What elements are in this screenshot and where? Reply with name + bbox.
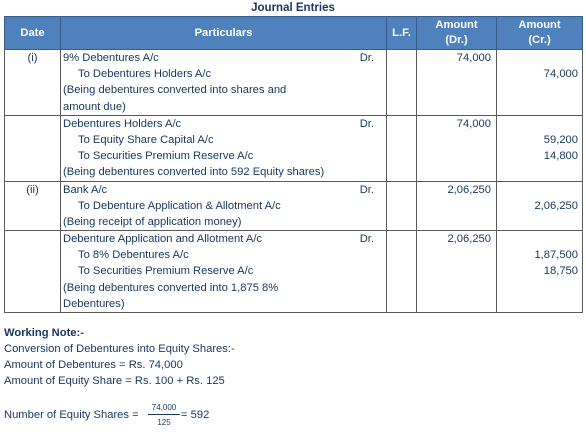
- particulars-line: 9% Debentures A/c: [63, 52, 159, 64]
- amount-dr-cell: 74,000: [416, 49, 497, 116]
- narration-line: amount due): [63, 100, 126, 113]
- amount-cr-value: 2,06,250: [534, 199, 578, 212]
- particulars-cell: Dr. Debenture Application and Allotment …: [60, 230, 387, 313]
- header-amount-cr-line2: (Cr.): [528, 34, 551, 46]
- narration-line: (Being debentures converted into 1,875 8…: [63, 281, 279, 294]
- amount-dr-cell: 2,06,250: [416, 180, 497, 231]
- header-amount-cr-line1: Amount: [518, 19, 561, 31]
- date-value: (i): [27, 52, 38, 64]
- date-cell: (i): [4, 49, 61, 116]
- journal-table: Date Particulars L.F. Amount (Dr.) Amoun…: [4, 16, 583, 313]
- particulars-line: To Debenture Application & Allotment A/c: [78, 199, 281, 212]
- working-note-heading: Working Note:-: [4, 327, 84, 339]
- dr-marker: Dr.: [359, 117, 374, 130]
- particulars-line: Debenture Application and Allotment A/c: [63, 233, 263, 246]
- date-value: (ii): [26, 183, 39, 196]
- header-amount-dr-line2: (Dr.): [445, 34, 468, 46]
- header-amount-dr-line1: Amount: [435, 19, 478, 31]
- journal-entry-row: (i) Dr. 9% Debentures A/c To Debentures …: [4, 49, 583, 116]
- date-value: [5, 231, 60, 247]
- equity-shares-result: = 592: [181, 409, 210, 421]
- journal-entry-row: Dr. Debenture Application and Allotment …: [4, 230, 583, 313]
- amount-dr-value: 2,06,250: [447, 233, 491, 246]
- particulars-line: To Securities Premium Reserve A/c: [78, 265, 254, 278]
- header-amount-dr: Amount (Dr.): [416, 16, 497, 50]
- lf-cell: [386, 49, 417, 116]
- date-cell: [4, 114, 61, 181]
- narration-line: (Being receipt of application money): [63, 215, 242, 228]
- particulars-line: To 8% Debentures A/c: [78, 249, 189, 262]
- amount-cr-value: [497, 231, 582, 247]
- fraction-bar: [148, 414, 180, 415]
- header-date: Date: [4, 16, 61, 50]
- narration-line: Debentures): [63, 297, 125, 310]
- date-cell: (ii): [4, 180, 61, 231]
- particulars-line: To Debentures Holders A/c: [78, 68, 212, 81]
- narration-line: (Being debentures converted into shares …: [63, 84, 287, 97]
- amount-cr-value: [497, 182, 582, 198]
- particulars-line: To Equity Share Capital A/c: [78, 133, 214, 146]
- particulars-cell: Dr. 9% Debentures A/c To Debentures Hold…: [60, 49, 387, 116]
- amount-cr-cell: 2,06,250: [496, 180, 583, 231]
- particulars-line: Debentures Holders A/c: [63, 117, 182, 130]
- amount-cr-value: 1,87,500: [534, 249, 578, 262]
- working-note-line: Conversion of Debentures into Equity Sha…: [4, 343, 235, 355]
- amount-cr-value: [497, 50, 582, 66]
- amount-cr-value: [497, 116, 582, 132]
- lf-cell: [386, 230, 417, 313]
- amount-cr-cell: 74,000: [496, 49, 583, 116]
- amount-dr-value: 74,000: [456, 117, 491, 130]
- amount-cr-value: 14,800: [543, 150, 578, 163]
- lf-cell: [386, 180, 417, 231]
- lf-cell: [386, 114, 417, 181]
- amount-cr-value: 74,000: [543, 68, 578, 81]
- working-note-line: Amount of Equity Share = Rs. 100 + Rs. 1…: [4, 375, 225, 387]
- header-amount-cr: Amount (Cr.): [496, 16, 583, 50]
- working-note-line: Amount of Debentures = Rs. 74,000: [4, 359, 183, 371]
- particulars-cell: Dr. Debentures Holders A/c To Equity Sha…: [60, 114, 387, 181]
- narration-line: (Being debentures converted into 592 Equ…: [63, 166, 325, 179]
- date-value: [5, 116, 60, 132]
- amount-dr-value: 74,000: [456, 52, 491, 64]
- journal-title: Journal Entries: [251, 2, 335, 14]
- amount-dr-cell: 2,06,250: [416, 230, 497, 313]
- amount-cr-value: 59,200: [543, 133, 578, 146]
- journal-entry-row: Dr. Debentures Holders A/c To Equity Sha…: [4, 114, 583, 181]
- header-row: Date Particulars L.F. Amount (Dr.) Amoun…: [4, 16, 583, 50]
- fraction-denominator: 125: [157, 418, 171, 427]
- amount-dr-value: 2,06,250: [447, 183, 491, 196]
- dr-marker: Dr.: [359, 52, 374, 64]
- particulars-line: To Securities Premium Reserve A/c: [78, 150, 254, 163]
- particulars-line: Bank A/c: [63, 183, 108, 196]
- journal-entry-row: (ii) Dr. Bank A/c To Debenture Applicati…: [4, 180, 583, 231]
- date-cell: [4, 230, 61, 313]
- equity-shares-calc-label: Number of Equity Shares =: [4, 409, 139, 421]
- particulars-cell: Dr. Bank A/c To Debenture Application & …: [60, 180, 387, 231]
- dr-marker: Dr.: [359, 183, 374, 196]
- amount-cr-cell: 1,87,500 18,750: [496, 230, 583, 313]
- amount-dr-cell: 74,000: [416, 114, 497, 181]
- fraction-numerator: 74,000: [151, 403, 177, 412]
- header-particulars: Particulars: [60, 16, 387, 50]
- dr-marker: Dr.: [359, 233, 374, 246]
- header-lf: L.F.: [386, 16, 417, 50]
- amount-cr-cell: 59,200 14,800: [496, 114, 583, 181]
- amount-cr-value: 18,750: [543, 265, 578, 278]
